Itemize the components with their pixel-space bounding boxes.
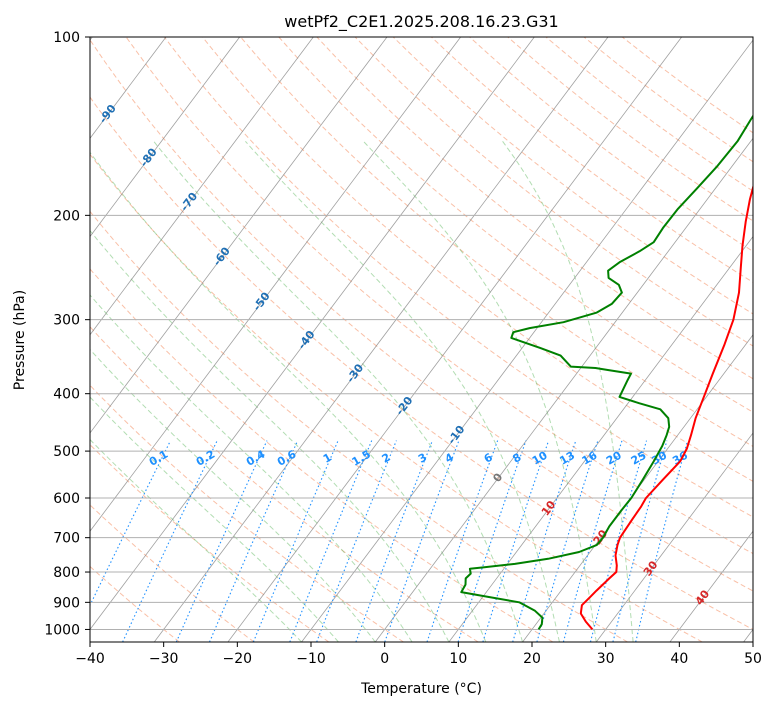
mixing-ratio-line xyxy=(384,440,460,642)
isotherm xyxy=(90,37,535,631)
y-tick-label: 500 xyxy=(53,444,80,460)
x-tick-label: 20 xyxy=(523,651,541,667)
mixing-ratio-line xyxy=(208,440,299,642)
mixing-ratio-line xyxy=(562,440,623,642)
x-tick-label: −20 xyxy=(223,651,253,667)
dry-adiabat xyxy=(90,268,554,642)
x-tick-label: 0 xyxy=(380,651,389,667)
dry-adiabat xyxy=(202,37,753,482)
isotherm xyxy=(90,37,461,532)
isotherm xyxy=(595,432,753,642)
y-tick-label: 800 xyxy=(53,565,80,581)
mixing-ratio-line xyxy=(635,440,689,642)
mixing-ratio-line xyxy=(589,440,648,642)
isotherm xyxy=(153,37,609,642)
x-tick-label: −30 xyxy=(149,651,179,667)
isotherm xyxy=(301,39,753,642)
temperature-profile xyxy=(579,183,753,631)
mixing-ratio-line xyxy=(612,440,668,642)
dry-adiabat xyxy=(90,96,753,630)
dewpoint-profile xyxy=(460,114,753,630)
chart-title: wetPf2_C2E1.2025.208.16.23.G31 xyxy=(284,12,558,32)
plot-frame xyxy=(89,36,754,643)
x-tick-label: 10 xyxy=(449,651,467,667)
y-tick-label: 700 xyxy=(53,531,80,547)
dry-adiabat xyxy=(90,210,628,642)
dry-adiabat xyxy=(392,37,753,315)
dry-adiabat xyxy=(90,565,180,642)
y-tick-label: 600 xyxy=(53,491,80,507)
dry-adiabat xyxy=(90,326,479,642)
y-axis: 100 200 300 400 500 600 700 800 900 1000 xyxy=(44,30,90,638)
x-axis: −40 −30 −20 −10 0 10 20 30 40 50 xyxy=(75,642,762,667)
pressure-gridlines xyxy=(90,37,753,630)
isotherm xyxy=(90,37,388,434)
isotherm xyxy=(669,530,753,642)
dry-adiabat xyxy=(90,153,703,642)
plot-background xyxy=(90,37,753,642)
x-tick-label: 30 xyxy=(597,651,615,667)
dry-adiabat xyxy=(316,37,753,380)
x-tick-label: −40 xyxy=(75,651,105,667)
isotherm xyxy=(374,137,753,642)
mixing-ratio-line xyxy=(90,440,171,607)
dry-adiabat xyxy=(354,37,753,347)
y-tick-label: 400 xyxy=(53,387,80,403)
y-tick-label: 900 xyxy=(53,595,80,611)
isotherm xyxy=(448,235,753,642)
y-tick-label: 1000 xyxy=(44,622,80,638)
isotherm xyxy=(522,334,753,642)
y-axis-label: Pressure (hPa) xyxy=(12,290,28,390)
x-tick-label: 50 xyxy=(744,651,762,667)
mixing-ratio-line xyxy=(426,440,499,642)
y-tick-label: 300 xyxy=(53,313,80,329)
profiles xyxy=(460,114,753,631)
dry-adiabat xyxy=(240,37,753,447)
mixing-ratio-line xyxy=(482,440,550,642)
x-axis-label: Temperature (°C) xyxy=(360,681,482,697)
isotherm xyxy=(90,37,314,336)
mixing-ratio-line xyxy=(252,440,339,642)
isotherm-label: -100 xyxy=(57,51,84,81)
mixing-ratio-line xyxy=(175,440,268,642)
mixing-ratio-line xyxy=(536,440,599,642)
dry-adiabat xyxy=(163,37,753,518)
isotherm xyxy=(227,37,682,642)
x-tick-label: −10 xyxy=(296,651,326,667)
y-tick-label: 200 xyxy=(53,208,80,224)
dry-adiabat xyxy=(90,39,753,592)
dry-adiabat xyxy=(90,504,255,642)
isotherm xyxy=(90,37,240,238)
y-tick-label: 100 xyxy=(53,30,80,46)
dry-adiabat xyxy=(90,443,330,642)
x-tick-label: 40 xyxy=(670,651,688,667)
